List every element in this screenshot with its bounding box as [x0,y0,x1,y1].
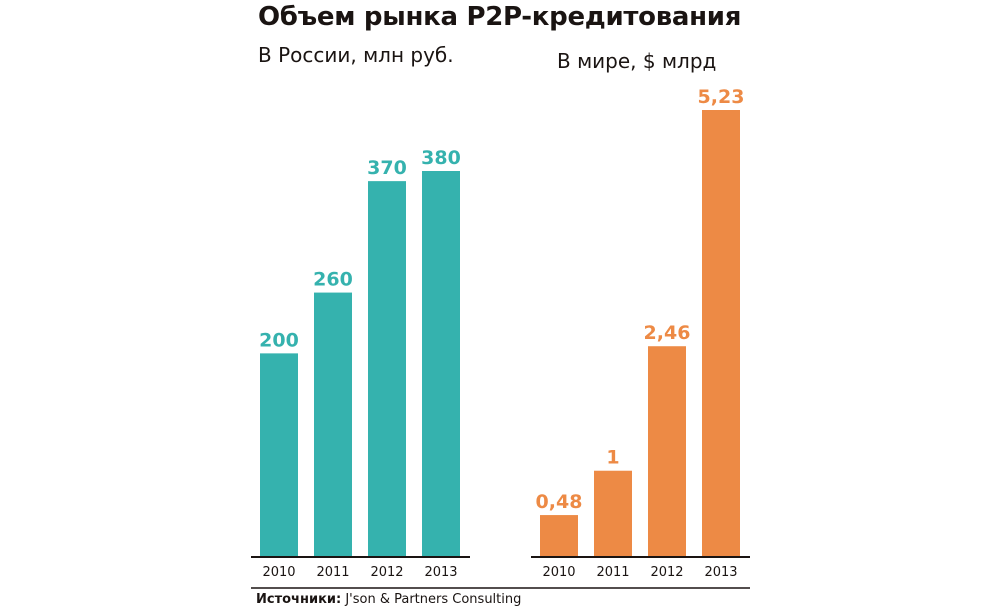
source-text: J'son & Partners Consulting [345,592,522,607]
russia-tick-label: 2013 [424,565,457,580]
russia-tick-label: 2012 [370,565,403,580]
russia-bar-2012 [368,181,406,556]
world-value-label: 1 [606,447,619,469]
russia-bar-2011 [314,292,352,556]
russia-tick-label: 2011 [316,565,349,580]
world-bar-2011 [594,470,632,556]
world-chart-subtitle: В мире, $ млрд [557,49,717,73]
world-tick-label: 2010 [542,565,575,580]
world-bar-2010 [540,515,578,556]
russia-chart-subtitle: В России, млн руб. [258,43,454,67]
source-note: Источники: J'son & Partners Consulting [256,592,521,607]
russia-tick-label: 2010 [262,565,295,580]
world-tick-label: 2013 [704,565,737,580]
russia-bar-2013 [422,171,460,556]
world-tick-label: 2011 [596,565,629,580]
russia-value-label: 200 [259,329,299,351]
russia-bar-2010 [260,353,298,556]
world-tick-label: 2012 [650,565,683,580]
russia-value-label: 260 [313,269,353,291]
source-label: Источники: [256,592,342,607]
chart-title: Объем рынка P2P-кредитования [258,2,742,32]
world-value-label: 2,46 [644,322,691,344]
russia-value-label: 380 [421,147,461,169]
world-value-label: 5,23 [698,86,745,108]
world-value-label: 0,48 [536,491,583,513]
world-bar-2012 [648,346,686,556]
world-bar-2013 [702,110,740,556]
russia-value-label: 370 [367,157,407,179]
